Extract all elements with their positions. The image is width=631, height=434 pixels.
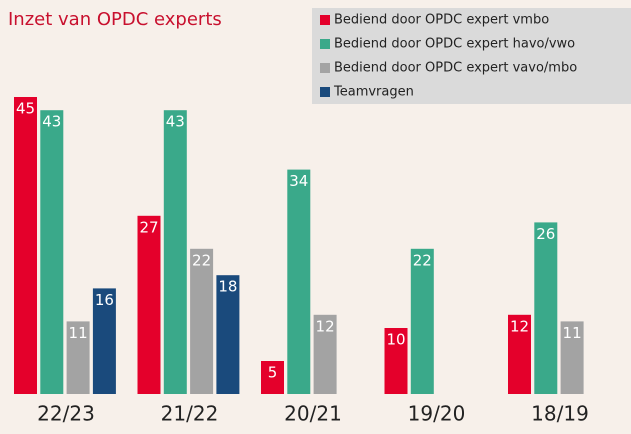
bar: [92, 288, 116, 394]
legend-swatch: [320, 15, 330, 25]
data-label: 16: [95, 291, 114, 309]
data-label: 12: [316, 317, 335, 335]
data-label: 11: [563, 324, 582, 342]
data-label: 22: [413, 251, 432, 269]
bar: [216, 275, 240, 394]
data-label: 45: [16, 100, 35, 118]
legend-label: Bediend door OPDC expert vmbo: [334, 13, 549, 28]
bar: [261, 361, 284, 394]
data-label: 26: [536, 225, 555, 243]
x-tick-label: 21/22: [161, 402, 219, 426]
chart-title: Inzet van OPDC experts: [8, 9, 222, 30]
data-label: 11: [69, 324, 88, 342]
x-tick-label: 22/23: [37, 402, 95, 426]
data-label: 22: [192, 251, 211, 269]
legend-label: Bediend door OPDC expert vavo/mbo: [334, 61, 577, 76]
data-label: 43: [166, 113, 185, 131]
x-tick-label: 18/19: [531, 402, 589, 426]
data-label: 27: [139, 218, 158, 236]
legend-swatch: [320, 87, 330, 97]
x-tick-label: 19/20: [408, 402, 466, 426]
bar: [534, 222, 558, 394]
bar: [410, 248, 434, 394]
bar: [137, 215, 161, 394]
bar: [163, 110, 187, 394]
bar: [40, 110, 64, 394]
data-label: 5: [268, 364, 278, 382]
legend-box: [312, 8, 631, 104]
data-label: 43: [42, 113, 61, 131]
bar: [560, 321, 584, 394]
bar: [313, 314, 337, 394]
bar: [14, 97, 37, 394]
legend-swatch: [320, 39, 330, 49]
bar: [508, 314, 531, 394]
legend-label: Bediend door OPDC expert havo/vwo: [334, 37, 575, 52]
bar: [66, 321, 90, 394]
x-tick-label: 20/21: [284, 402, 342, 426]
legend-label: Teamvragen: [333, 85, 414, 100]
data-label: 18: [218, 278, 237, 296]
data-label: 34: [289, 172, 308, 190]
bar: [287, 169, 311, 394]
data-label: 12: [510, 317, 529, 335]
data-label: 10: [386, 331, 405, 349]
legend-swatch: [320, 63, 330, 73]
bar: [190, 248, 214, 394]
bar: [384, 328, 408, 394]
